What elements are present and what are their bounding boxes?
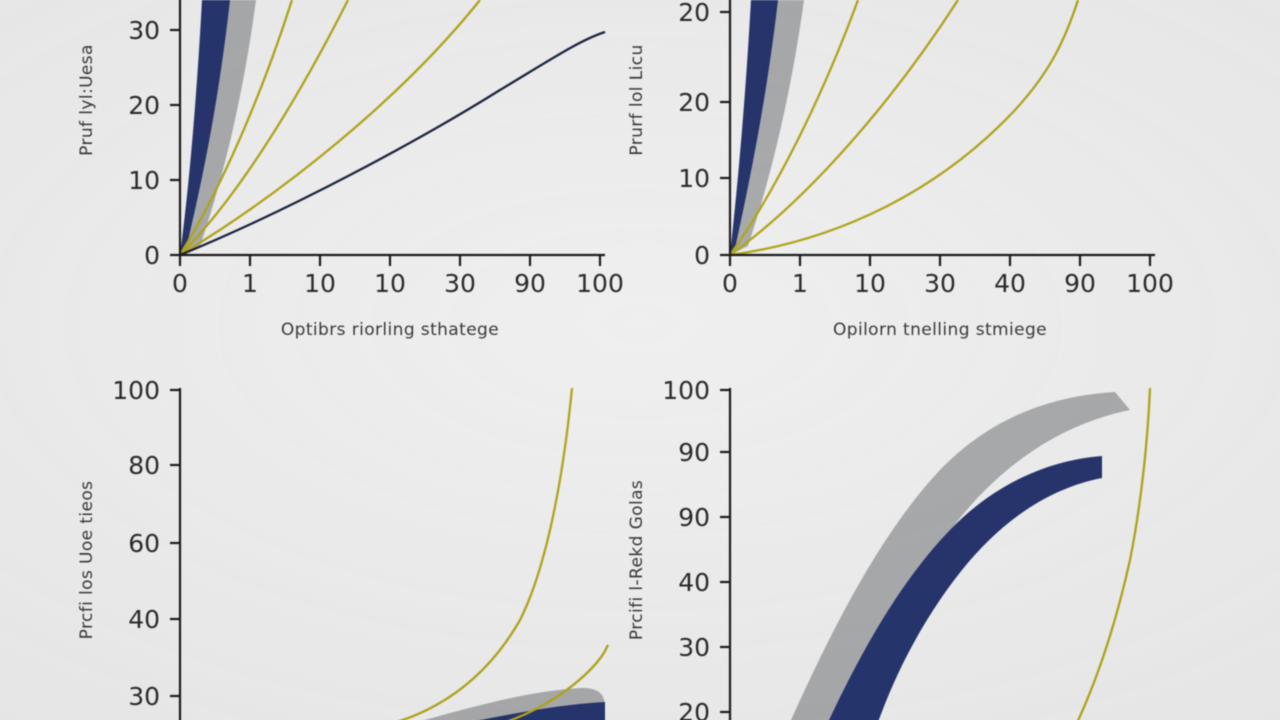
panel-bottom-right: 100 90 90 40 30 20 Prcifi l-Rekd Golas <box>610 370 1190 720</box>
ytick-label: 30 <box>128 16 160 45</box>
xtick-label: 30 <box>924 269 956 298</box>
band-navy-top-right <box>730 0 778 255</box>
curve-yellow-convex-top-right <box>729 0 1080 257</box>
xlabel-top-left: Optibrs riorling sthatege <box>281 320 499 340</box>
ytick-label: 100 <box>112 376 160 405</box>
ytick-label: 20 <box>128 91 160 120</box>
xtick-label: 0 <box>722 269 738 298</box>
ytick-label: 30 <box>678 633 710 662</box>
xtick-label: 90 <box>514 269 546 298</box>
curve-yellow-mid-top-left <box>179 0 350 256</box>
ytick-label: 40 <box>678 568 710 597</box>
xtick-label: 10 <box>374 269 406 298</box>
ylabel-top-left: Pruf lyl:Uesa <box>77 44 97 156</box>
xtick-label: 1 <box>242 269 258 298</box>
yticks-top-right: 20 20 10 0 <box>678 0 730 270</box>
curve-navy-log-top-left <box>179 30 606 257</box>
ytick-label: 60 <box>128 529 160 558</box>
band-navy-bottom-right <box>829 456 1102 720</box>
ytick-label: 80 <box>128 451 160 480</box>
ytick-label: 20 <box>678 698 710 720</box>
curve-yellow-exp-right-bottom-left <box>508 644 610 720</box>
panel-top-left: 30 20 10 0 0 1 10 10 30 90 100 <box>60 0 640 360</box>
xtick-label: 40 <box>994 269 1026 298</box>
ytick-label: 10 <box>128 166 160 195</box>
band-navy-top-left <box>180 0 230 255</box>
ylabel-top-right: Prurf lol Licu <box>627 44 647 155</box>
ytick-label: 20 <box>678 88 710 117</box>
xticks-top-right: 0 1 10 30 40 90 100 <box>722 255 1174 298</box>
curve-yellow-mid-top-right <box>729 0 959 256</box>
ytick-label: 90 <box>678 503 710 532</box>
xtick-label: 100 <box>1126 269 1174 298</box>
panel-top-right: 20 20 10 0 0 1 10 30 40 90 100 <box>610 0 1190 360</box>
curve-yellow-bottom-right <box>1077 387 1152 720</box>
yticks-bottom-left: 100 80 60 40 30 <box>112 376 180 711</box>
panel-bottom-left: 100 80 60 40 30 Prcfi los Uoe tieos <box>60 370 640 720</box>
ytick-label: 30 <box>128 682 160 711</box>
ytick-label: 0 <box>694 241 710 270</box>
band-navy-bottom-left <box>480 702 605 720</box>
curve-yellow-steep-top-left <box>179 0 294 256</box>
xticks-top-left: 0 1 10 10 30 90 100 <box>172 255 624 298</box>
curve-yellow-shallow-top-left <box>179 0 481 256</box>
xtick-label: 10 <box>304 269 336 298</box>
ytick-label: 100 <box>662 376 710 405</box>
band-gray-top-right <box>730 0 804 255</box>
xlabel-top-right: Opilorn tnelling stmiege <box>833 320 1047 340</box>
xtick-label: 100 <box>576 269 624 298</box>
ytick-label: 90 <box>678 438 710 467</box>
curve-yellow-steep-top-right <box>729 0 860 256</box>
ylabel-bottom-left: Prcfi los Uoe tieos <box>77 481 97 640</box>
xtick-label: 0 <box>172 269 188 298</box>
yticks-top-left: 30 20 10 0 <box>128 16 180 270</box>
xtick-label: 90 <box>1064 269 1096 298</box>
ytick-label: 0 <box>144 241 160 270</box>
yticks-bottom-right: 100 90 90 40 30 20 <box>662 376 730 720</box>
ytick-label: 20 <box>678 0 710 27</box>
xtick-label: 10 <box>854 269 886 298</box>
ytick-label: 10 <box>678 164 710 193</box>
ytick-label: 40 <box>128 605 160 634</box>
xtick-label: 1 <box>792 269 808 298</box>
curve-yellow-exp-left-bottom-left <box>398 387 574 720</box>
ylabel-bottom-right: Prcifi l-Rekd Golas <box>627 480 647 640</box>
xtick-label: 30 <box>444 269 476 298</box>
